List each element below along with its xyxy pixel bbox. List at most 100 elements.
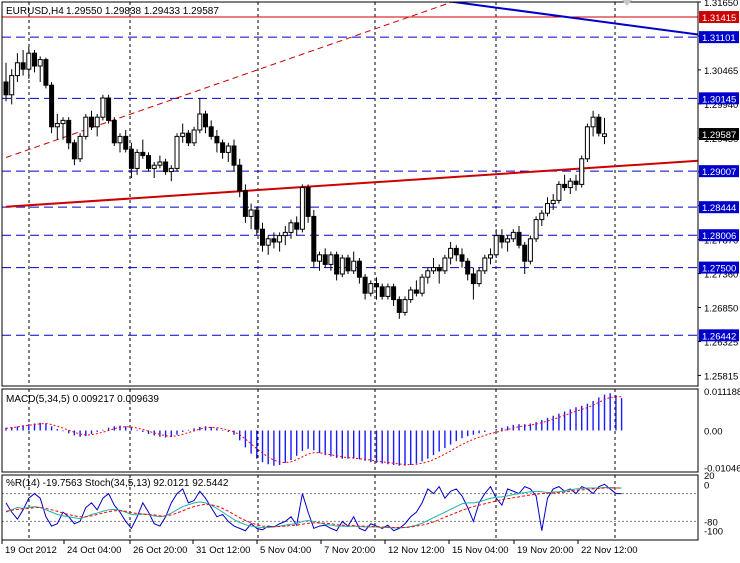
price-tag-label: 1.27500 [702, 264, 736, 275]
candle-body [4, 82, 8, 95]
candle-body [84, 117, 88, 136]
candle-body [454, 248, 458, 254]
candle-body [528, 239, 532, 261]
candle-body [215, 136, 219, 142]
price-tag-label: 1.30145 [702, 94, 736, 105]
candle-body [534, 220, 538, 239]
time-tick-label: 24 Oct 04:00 [67, 545, 121, 556]
candle-body [574, 181, 578, 184]
candle-body [363, 277, 367, 293]
time-tick-label: 12 Nov 12:00 [388, 545, 445, 556]
time-tick-label: 5 Nov 04:00 [260, 545, 311, 556]
candle-body [329, 255, 333, 265]
candle-body [289, 223, 293, 233]
price-tag-label: 1.29007 [702, 167, 736, 178]
candle-body [158, 162, 162, 165]
macd-tick-label: 0.011188 [704, 387, 740, 398]
price-tag-label: 1.28444 [702, 203, 736, 214]
candle-body [414, 290, 418, 293]
macd-tick-label: 0.00 [704, 427, 723, 438]
candle-body [443, 258, 447, 271]
candle-body [101, 98, 105, 117]
candle-body [61, 120, 65, 123]
candle-body [357, 261, 361, 277]
price-tick-label: 1.31650 [704, 0, 738, 9]
candle-body [540, 213, 544, 219]
candle-body [489, 255, 493, 258]
candle-body [50, 85, 54, 127]
candle-body [340, 258, 344, 274]
candle-body [432, 268, 436, 271]
candle-body [204, 114, 208, 127]
candle-body [129, 149, 133, 168]
candle-body [300, 188, 304, 230]
candle-body [238, 165, 242, 191]
candle-body [449, 248, 453, 258]
candle-body [95, 117, 99, 127]
candle-body [141, 152, 145, 155]
time-tick-label: 19 Oct 2012 [5, 545, 57, 556]
candle-body [169, 168, 173, 171]
candle-body [67, 120, 71, 142]
candle-body [386, 287, 390, 297]
candle-body [563, 184, 567, 187]
candle-body [107, 98, 111, 120]
price-tag-label: 1.28006 [702, 231, 736, 242]
candle-body [466, 261, 470, 274]
price-tag-label: 1.31101 [702, 33, 736, 44]
price-tick-label: 1.25815 [704, 371, 738, 382]
candle-body [10, 76, 14, 95]
candle-body [175, 136, 179, 168]
candle-body [124, 136, 128, 149]
candle-body [585, 127, 589, 159]
candle-body [517, 232, 521, 245]
candle-body [232, 146, 236, 165]
candle-body [261, 229, 265, 245]
candle-body [375, 284, 379, 287]
candle-body [318, 255, 322, 261]
candle-body [192, 130, 196, 143]
candle-body [118, 136, 122, 142]
candle-body [420, 277, 424, 293]
candle-body [44, 60, 48, 86]
candle-body [272, 239, 276, 242]
candle-body [506, 239, 510, 242]
candle-body [380, 287, 384, 297]
macd-title: MACD(5,34,5) 0.009217 0.009639 [6, 394, 159, 405]
candle-body [15, 63, 19, 76]
candle-body [323, 255, 327, 265]
candle-body [369, 284, 373, 294]
candle-body [295, 223, 299, 229]
candle-body [72, 143, 76, 159]
candle-body [266, 239, 270, 245]
candle-body [426, 271, 430, 277]
time-tick-label: 22 Nov 12:00 [581, 545, 638, 556]
candle-body [477, 271, 481, 284]
candle-body [198, 114, 202, 130]
chart-symbol: EURUSD,H4 [6, 6, 64, 17]
candle-body [186, 133, 190, 143]
candle-body [33, 53, 37, 66]
candle-body [21, 63, 25, 69]
candle-body [78, 136, 82, 158]
candle-body [392, 287, 396, 300]
time-tick-label: 7 Nov 20:00 [324, 545, 375, 556]
candle-body [437, 268, 441, 271]
candle-body [511, 232, 515, 238]
candle-body [135, 152, 139, 168]
candle-body [403, 300, 407, 313]
candle-body [568, 181, 572, 187]
candle-body [346, 258, 350, 271]
candle-body [226, 146, 230, 152]
candle-body [90, 117, 94, 127]
candle-body [597, 117, 601, 133]
candle-body [580, 159, 584, 185]
candle-body [471, 274, 475, 284]
candle-body [335, 255, 339, 274]
candle-body [249, 210, 253, 216]
candle-body [483, 258, 487, 271]
price-tag-label: 1.29587 [702, 130, 736, 141]
candle-body [27, 53, 31, 69]
candle-body [494, 236, 498, 255]
